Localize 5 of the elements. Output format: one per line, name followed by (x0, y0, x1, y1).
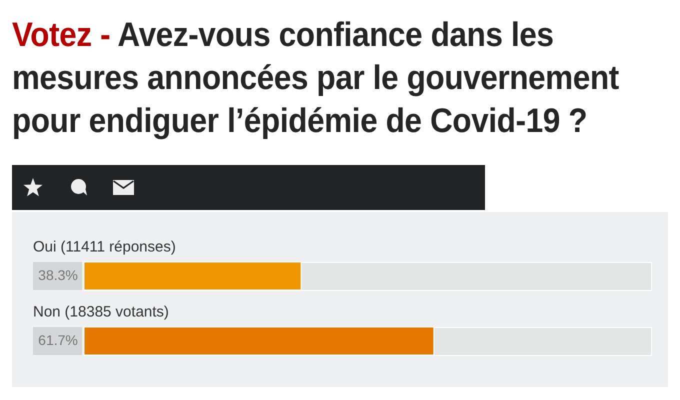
chart-title: Votez - Avez-vous confiance dans les mesures annoncées par le gouvernement pour endiguer l’épidémie de Covid-19 ? (12, 15, 620, 142)
y-tick-label: Non (18385 votants) (33, 304, 169, 320)
y-tick-label: Oui (11411 réponses) (33, 238, 176, 256)
data-label: 61.7% (38, 332, 78, 348)
data-label: 38.3% (38, 267, 78, 283)
